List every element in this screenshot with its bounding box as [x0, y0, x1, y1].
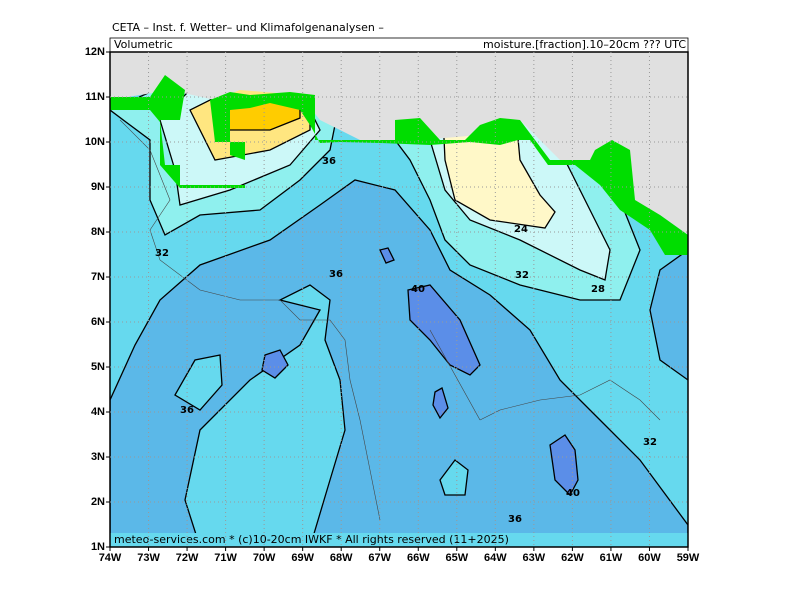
footer-band [110, 533, 688, 547]
contour-label: 36 [329, 269, 343, 280]
contour-label: 24 [514, 224, 528, 235]
contour-label: 36 [322, 156, 336, 167]
field-above-40-se [549, 434, 579, 497]
lon-label: 61W [600, 552, 623, 564]
field-above-40-c [432, 387, 449, 420]
lon-label: 60W [638, 552, 661, 564]
lat-label: 10N [85, 136, 105, 148]
field-above-40-n [379, 247, 395, 264]
lat-label: 5N [91, 361, 105, 373]
lat-label: 7N [91, 271, 105, 283]
lat-label: 11N [85, 91, 105, 103]
contour-label: 32 [155, 248, 169, 259]
lon-label: 74W [99, 552, 122, 564]
lon-label: 71W [214, 552, 237, 564]
borders [119, 119, 661, 521]
contour-label: 28 [591, 284, 605, 295]
lat-label: 3N [91, 451, 105, 463]
lat-label: 8N [91, 226, 105, 238]
lon-label: 73W [137, 552, 160, 564]
contour-label: 40 [566, 488, 580, 499]
frame [109, 51, 689, 548]
lat-label: 6N [91, 316, 105, 328]
contour-label: 32 [643, 437, 657, 448]
lon-label: 59W [677, 552, 700, 564]
quantity-label: Volumetric [114, 38, 173, 51]
lon-label: 69W [291, 552, 314, 564]
lon-label: 66W [407, 552, 430, 564]
no-data-area [110, 52, 688, 235]
contour-label: 40 [411, 284, 425, 295]
lon-label: 62W [561, 552, 584, 564]
lat-label: 2N [91, 496, 105, 508]
lon-label: 63W [523, 552, 546, 564]
variable-label: moisture.[fraction].10–20cm ??? UTC [483, 38, 686, 51]
lon-label: 68W [330, 552, 353, 564]
field-above-40 [407, 284, 481, 376]
lat-label: 9N [91, 181, 105, 193]
lon-label: 65W [445, 552, 468, 564]
field-east-36-40 [649, 249, 688, 381]
lat-label: 1N [91, 541, 105, 553]
field-south-32-36 [439, 459, 469, 496]
lat-label: 4N [91, 406, 105, 418]
lon-label: 64W [484, 552, 507, 564]
lat-label: 12N [85, 46, 105, 58]
footer: meteo-services.com * (c)10-20cm IWKF * A… [114, 533, 509, 546]
header-title: CETA – Inst. f. Wetter– und Klimafolgena… [112, 21, 384, 34]
lon-label: 67W [368, 552, 391, 564]
lon-label: 72W [176, 552, 199, 564]
plot-area: meteo-services.com * (c)10-20cm IWKF * A… [110, 52, 688, 547]
contour-label: 36 [180, 405, 194, 416]
contour-label: 36 [508, 514, 522, 525]
contour-label: 32 [515, 270, 529, 281]
lon-label: 70W [253, 552, 276, 564]
